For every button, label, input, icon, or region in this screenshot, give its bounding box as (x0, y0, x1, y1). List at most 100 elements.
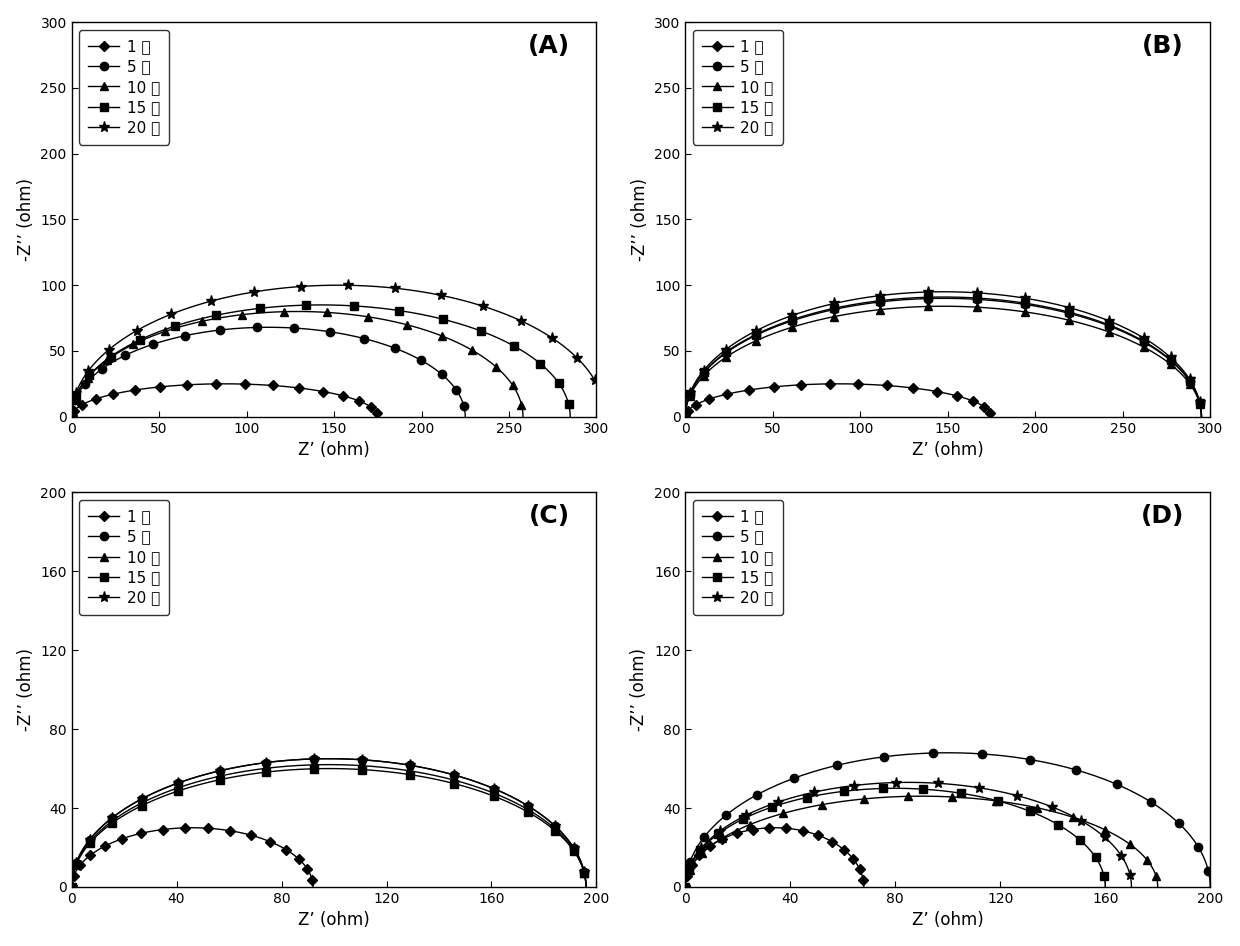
20 天 (1099, 832, 1114, 844)
1 天 (877, 379, 892, 391)
X-axis label: Z’ (ohm): Z’ (ohm) (298, 441, 370, 459)
1 天 (365, 402, 379, 413)
20 天 (64, 882, 79, 893)
5 天 (678, 882, 693, 893)
10 天 (1184, 380, 1199, 392)
5 天 (678, 880, 693, 891)
20 天 (678, 410, 693, 421)
Line: 20 天: 20 天 (66, 280, 601, 422)
1 天 (830, 378, 844, 390)
5 天 (1203, 882, 1218, 893)
15 天 (312, 299, 327, 310)
1 天 (857, 882, 872, 893)
Line: 5 天: 5 天 (67, 324, 470, 421)
10 天 (549, 824, 564, 835)
Y-axis label: -Z’’ (ohm): -Z’’ (ohm) (631, 178, 649, 261)
1 天 (678, 411, 693, 422)
20 天 (320, 753, 335, 764)
15 天 (387, 305, 402, 316)
15 天 (64, 411, 79, 422)
Line: 5 天: 5 天 (681, 294, 1205, 421)
20 天 (374, 281, 389, 292)
15 天 (678, 410, 693, 421)
1 天 (678, 411, 693, 422)
1 天 (799, 826, 813, 837)
5 天 (321, 325, 336, 337)
10 天 (935, 301, 950, 312)
5 天 (1021, 754, 1035, 765)
5 天 (260, 322, 275, 333)
5 天 (579, 882, 594, 893)
5 天 (435, 370, 450, 381)
15 天 (1097, 882, 1112, 893)
15 天 (399, 768, 414, 780)
5 天 (1193, 844, 1208, 855)
15 天 (553, 379, 568, 391)
20 天 (1194, 411, 1209, 422)
20 天 (446, 292, 461, 304)
15 天 (579, 882, 594, 893)
1 天 (217, 378, 232, 390)
10 天 (913, 791, 928, 802)
10 天 (1028, 307, 1043, 319)
10 天 (678, 882, 693, 893)
X-axis label: Z’ (ohm): Z’ (ohm) (911, 441, 983, 459)
15 天 (1184, 377, 1199, 389)
15 天 (1014, 297, 1029, 308)
5 天 (678, 410, 693, 421)
20 天 (341, 280, 356, 291)
5 天 (319, 325, 334, 337)
1 天 (185, 822, 200, 833)
Line: 1 天: 1 天 (68, 824, 316, 890)
Y-axis label: -Z’’ (ohm): -Z’’ (ohm) (16, 648, 35, 731)
20 天 (935, 286, 950, 297)
20 天 (399, 759, 414, 770)
20 天 (180, 303, 195, 314)
5 天 (1194, 411, 1209, 422)
10 天 (1164, 359, 1179, 371)
5 天 (1018, 753, 1033, 764)
15 天 (678, 880, 693, 891)
10 天 (983, 795, 998, 806)
Legend: 1 天, 5 天, 10 天, 15 天, 20 天: 1 天, 5 天, 10 天, 15 天, 20 天 (693, 30, 782, 145)
10 天 (506, 381, 521, 393)
10 天 (64, 880, 79, 891)
1 天 (678, 881, 693, 892)
Line: 10 天: 10 天 (681, 302, 1205, 421)
1 天 (966, 395, 981, 407)
Line: 20 天: 20 天 (680, 287, 1207, 422)
Line: 20 天: 20 天 (680, 777, 1137, 892)
1 天 (64, 411, 79, 422)
10 天 (413, 767, 428, 779)
15 天 (1028, 299, 1043, 310)
20 天 (1164, 353, 1179, 364)
15 天 (935, 291, 950, 303)
5 天 (64, 410, 79, 421)
15 天 (1074, 835, 1089, 847)
20 天 (579, 882, 594, 893)
20 天 (980, 783, 994, 795)
Line: 1 天: 1 天 (682, 824, 867, 890)
Line: 5 天: 5 天 (67, 755, 590, 891)
20 天 (568, 846, 583, 857)
Text: (B): (B) (1142, 34, 1184, 58)
1 天 (878, 379, 893, 391)
1 天 (64, 411, 79, 422)
X-axis label: Z’ (ohm): Z’ (ohm) (911, 911, 983, 929)
15 天 (397, 768, 412, 780)
5 天 (1173, 819, 1188, 831)
15 天 (568, 849, 583, 860)
20 天 (123, 329, 138, 341)
5 天 (450, 386, 465, 397)
1 天 (678, 882, 693, 893)
Text: (D): (D) (1141, 504, 1184, 528)
5 天 (399, 759, 414, 770)
Line: 5 天: 5 天 (681, 748, 1214, 891)
15 天 (962, 789, 977, 800)
5 天 (64, 411, 79, 422)
15 天 (389, 305, 404, 316)
Text: (A): (A) (528, 34, 570, 58)
Legend: 1 天, 5 天, 10 天, 15 天, 20 天: 1 天, 5 天, 10 天, 15 天, 20 天 (693, 500, 782, 615)
20 天 (589, 377, 604, 388)
5 天 (678, 411, 693, 422)
